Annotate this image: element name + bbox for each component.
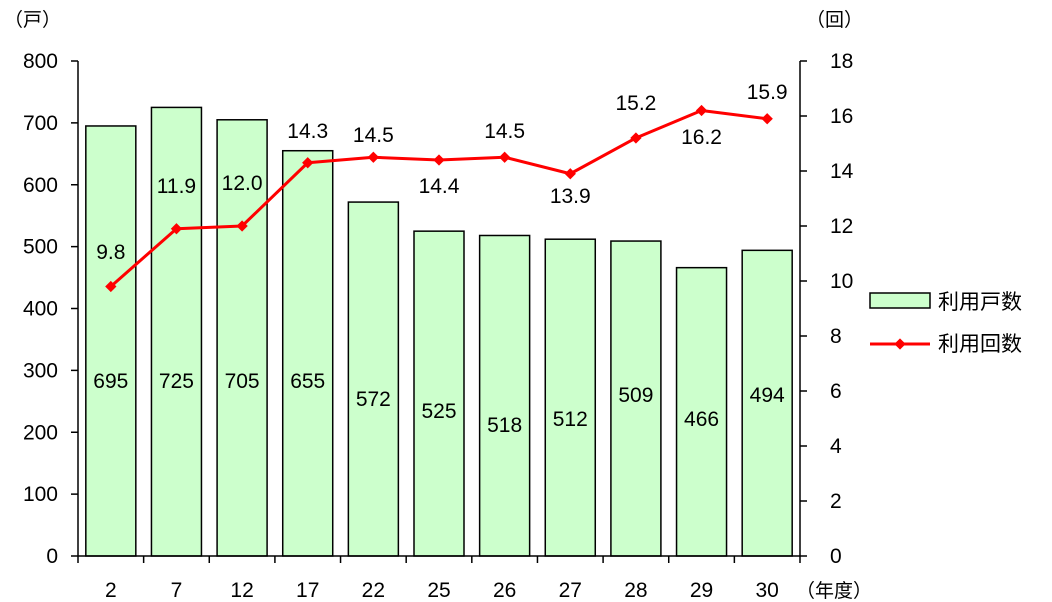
bar-value-label: 466 <box>684 408 719 431</box>
right-tick-label: 18 <box>830 50 853 73</box>
x-axis-unit: （年度） <box>796 580 872 602</box>
left-tick-label: 500 <box>23 236 58 259</box>
right-tick-label: 14 <box>830 160 854 183</box>
bar-25 <box>413 230 465 557</box>
right-tick-label: 12 <box>830 215 853 238</box>
line-value-label: 11.9 <box>157 175 196 198</box>
line-value-label: 14.5 <box>353 124 394 147</box>
bar-27 <box>544 238 597 557</box>
line-point-28 <box>630 132 642 144</box>
bar-series <box>85 106 793 557</box>
x-tick-label: 7 <box>171 579 183 602</box>
line-point-17 <box>302 157 314 169</box>
line-point-25 <box>433 154 445 166</box>
left-tick-label: 0 <box>46 545 58 568</box>
x-tick-label: 27 <box>559 579 582 602</box>
left-tick-label: 100 <box>23 483 58 506</box>
legend-line-label: 利用回数 <box>938 333 1022 356</box>
line-value-label: 16.2 <box>681 126 722 149</box>
x-tick-label: 12 <box>230 579 253 602</box>
right-tick-label: 10 <box>830 270 853 293</box>
right-tick-label: 2 <box>830 490 842 513</box>
line-series <box>105 104 773 293</box>
bar-value-label: 509 <box>618 384 653 407</box>
left-tick-label: 800 <box>23 50 58 73</box>
x-tick-label: 29 <box>690 579 713 602</box>
left-tick-label: 600 <box>23 174 58 197</box>
axes: 0 100 200 300 400 500 600 700 800 0 2 4 6 8 10 12 14 16 18… <box>23 50 854 602</box>
line-value-label: 14.5 <box>484 120 525 143</box>
line-value-label: 14.4 <box>419 175 460 198</box>
bar-22 <box>347 201 400 557</box>
left-tick-label: 300 <box>23 359 58 382</box>
left-tick-label: 400 <box>23 298 58 321</box>
bar-value-label: 518 <box>487 414 522 437</box>
legend-bar-label: 利用戸数 <box>938 291 1022 314</box>
x-tick-label: 28 <box>624 579 647 602</box>
bar-value-label: 705 <box>225 370 260 393</box>
line-point-27 <box>564 168 576 180</box>
line-value-label: 9.8 <box>96 241 125 264</box>
bar-value-label: 512 <box>553 408 588 431</box>
line-value-label: 14.3 <box>287 120 328 143</box>
bar-29 <box>675 266 728 557</box>
bar-17 <box>281 149 334 557</box>
bar-value-label: 525 <box>421 400 456 423</box>
line-point-30 <box>761 113 773 125</box>
line-point-29 <box>695 104 708 117</box>
x-tick-label: 2 <box>105 579 117 602</box>
data-labels: 695 725 705 655 572 525 518 512 509 466 494 9.8 11.9… <box>93 81 787 437</box>
bar-value-label: 725 <box>159 370 194 393</box>
line-point-22 <box>367 151 380 163</box>
bar-value-label: 655 <box>290 370 325 393</box>
legend: 利用戸数 利用回数 <box>869 291 1022 356</box>
bar-2 <box>85 125 137 557</box>
line-value-label: 15.2 <box>615 92 656 115</box>
bar-26 <box>478 234 531 557</box>
line-value-label: 15.9 <box>747 81 788 104</box>
left-tick-label: 700 <box>23 112 58 135</box>
left-tick-label: 200 <box>23 421 58 444</box>
right-tick-label: 4 <box>830 435 842 458</box>
line-point-12 <box>236 220 248 232</box>
right-axis-unit: （回） <box>806 9 863 31</box>
x-tick-label: 25 <box>427 579 450 602</box>
line-value-label: 13.9 <box>550 185 591 208</box>
x-tick-label: 30 <box>756 579 779 602</box>
bar-12 <box>216 119 268 557</box>
x-tick-label: 26 <box>493 579 516 602</box>
right-tick-label: 6 <box>830 380 842 403</box>
bar-value-label: 494 <box>750 384 785 407</box>
bar-7 <box>150 106 203 557</box>
left-axis-unit: （戸） <box>4 9 61 31</box>
legend-line-marker <box>894 338 906 350</box>
bar-value-label: 572 <box>356 388 391 411</box>
right-tick-label: 16 <box>830 105 853 128</box>
legend-bar-swatch <box>869 292 931 309</box>
right-tick-label: 8 <box>830 325 842 348</box>
line-value-label: 12.0 <box>222 172 263 195</box>
x-tick-label: 17 <box>296 579 319 602</box>
bar-30 <box>741 249 793 557</box>
line-point-26 <box>498 151 511 163</box>
line-point-7 <box>170 223 183 235</box>
bar-value-label: 695 <box>93 370 128 393</box>
right-tick-label: 0 <box>830 545 842 568</box>
x-tick-label: 22 <box>362 579 385 602</box>
